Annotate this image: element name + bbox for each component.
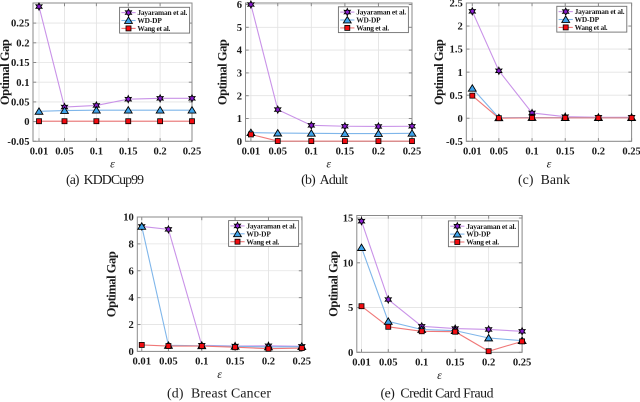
svg-text:-0.5: -0.5 xyxy=(446,137,463,148)
svg-text:WD-DP: WD-DP xyxy=(137,16,162,25)
svg-text:0.05: 0.05 xyxy=(268,146,287,157)
svg-text:0.15: 0.15 xyxy=(556,146,575,157)
svg-text:5: 5 xyxy=(348,303,353,314)
svg-text:0.15: 0.15 xyxy=(119,146,138,157)
svg-text:0.25: 0.25 xyxy=(11,19,30,30)
svg-text:2: 2 xyxy=(129,320,134,331)
svg-text:6: 6 xyxy=(237,0,242,11)
svg-text:3: 3 xyxy=(237,69,242,80)
svg-text:Optimal Gap: Optimal Gap xyxy=(216,39,230,105)
svg-text:0.05: 0.05 xyxy=(11,98,30,109)
svg-text:0.15: 0.15 xyxy=(11,58,30,69)
svg-text:(b) Adult: (b) Adult xyxy=(301,172,348,188)
svg-text:Wang et al.: Wang et al. xyxy=(246,237,279,246)
svg-text:ε: ε xyxy=(217,367,222,381)
svg-text:(d) Breast Cancer: (d) Breast Cancer xyxy=(167,386,271,402)
svg-text:-0.05: -0.05 xyxy=(7,137,29,148)
svg-text:15: 15 xyxy=(343,214,354,225)
svg-text:ε: ε xyxy=(547,156,552,170)
svg-text:WD-DP: WD-DP xyxy=(246,229,271,238)
svg-text:Wang et al.: Wang et al. xyxy=(466,238,499,247)
svg-text:Jayaraman et al.: Jayaraman et al. xyxy=(137,8,187,17)
svg-text:Wang et al.: Wang et al. xyxy=(356,24,389,33)
svg-text:0: 0 xyxy=(129,347,134,358)
svg-text:2.5: 2.5 xyxy=(450,0,463,10)
svg-text:0.25: 0.25 xyxy=(513,357,532,368)
svg-text:WD-DP: WD-DP xyxy=(466,230,491,239)
svg-text:0: 0 xyxy=(458,114,463,125)
svg-text:Optimal Gap: Optimal Gap xyxy=(105,251,119,317)
svg-text:Wang et al.: Wang et al. xyxy=(575,23,608,32)
svg-text:0.05: 0.05 xyxy=(55,146,74,157)
svg-text:0.25: 0.25 xyxy=(293,356,312,367)
svg-text:1: 1 xyxy=(458,68,463,79)
svg-text:0.01: 0.01 xyxy=(242,146,261,157)
svg-text:0.15: 0.15 xyxy=(336,146,355,157)
svg-text:0.15: 0.15 xyxy=(446,357,465,368)
svg-text:4: 4 xyxy=(129,293,135,304)
svg-text:5: 5 xyxy=(237,23,242,34)
svg-text:0.01: 0.01 xyxy=(30,146,49,157)
svg-text:8: 8 xyxy=(129,239,134,250)
svg-text:0.2: 0.2 xyxy=(16,38,29,49)
svg-text:0.25: 0.25 xyxy=(183,146,202,157)
svg-text:WD-DP: WD-DP xyxy=(356,16,381,25)
svg-text:2: 2 xyxy=(458,22,463,33)
svg-text:ε: ε xyxy=(437,368,442,382)
svg-text:0: 0 xyxy=(237,137,242,148)
svg-text:Wang et al.: Wang et al. xyxy=(137,24,170,33)
svg-text:0.2: 0.2 xyxy=(153,146,166,157)
svg-text:10: 10 xyxy=(123,213,134,224)
svg-text:0.1: 0.1 xyxy=(16,78,29,89)
svg-text:Jayaraman et al.: Jayaraman et al. xyxy=(575,7,625,16)
svg-text:0: 0 xyxy=(24,117,29,128)
svg-text:0: 0 xyxy=(348,348,353,359)
svg-text:0.2: 0.2 xyxy=(482,357,495,368)
svg-text:(c) Bank: (c) Bank xyxy=(518,172,570,188)
svg-text:0.05: 0.05 xyxy=(159,356,178,367)
svg-text:0.1: 0.1 xyxy=(305,146,318,157)
svg-text:Jayaraman et al.: Jayaraman et al. xyxy=(466,222,516,231)
svg-text:0.25: 0.25 xyxy=(403,146,422,157)
svg-text:0.01: 0.01 xyxy=(463,146,482,157)
svg-text:0.05: 0.05 xyxy=(379,357,398,368)
svg-text:0.25: 0.25 xyxy=(622,146,640,157)
svg-text:WD-DP: WD-DP xyxy=(575,15,600,24)
svg-text:0.1: 0.1 xyxy=(415,357,428,368)
svg-text:Jayaraman et al.: Jayaraman et al. xyxy=(246,222,296,231)
svg-text:(e) Credit Card Fraud: (e) Credit Card Fraud xyxy=(381,386,494,402)
svg-text:4: 4 xyxy=(237,46,243,57)
svg-text:0.15: 0.15 xyxy=(226,356,245,367)
svg-text:0.1: 0.1 xyxy=(195,356,208,367)
svg-text:2: 2 xyxy=(237,91,242,102)
svg-text:Optimal Gap: Optimal Gap xyxy=(0,39,12,105)
svg-text:0.05: 0.05 xyxy=(490,146,509,157)
svg-text:0.01: 0.01 xyxy=(352,357,371,368)
svg-text:0.1: 0.1 xyxy=(90,146,103,157)
svg-text:Jayaraman et al.: Jayaraman et al. xyxy=(356,8,406,17)
svg-text:10: 10 xyxy=(343,258,354,269)
svg-text:0.5: 0.5 xyxy=(450,91,463,102)
svg-text:0.01: 0.01 xyxy=(132,356,151,367)
svg-text:ε: ε xyxy=(326,156,331,170)
svg-text:ε: ε xyxy=(110,156,115,170)
svg-text:0.1: 0.1 xyxy=(525,146,538,157)
svg-text:0.2: 0.2 xyxy=(372,146,385,157)
svg-text:Optimal Gap: Optimal Gap xyxy=(432,39,446,105)
svg-text:1.5: 1.5 xyxy=(450,45,463,56)
svg-text:0.2: 0.2 xyxy=(262,356,275,367)
svg-text:6: 6 xyxy=(129,266,134,277)
svg-text:(a) KDDCup99: (a) KDDCup99 xyxy=(66,172,144,188)
svg-text:0.2: 0.2 xyxy=(592,146,605,157)
svg-text:Optimal Gap: Optimal Gap xyxy=(327,251,341,317)
svg-text:1: 1 xyxy=(237,114,242,125)
